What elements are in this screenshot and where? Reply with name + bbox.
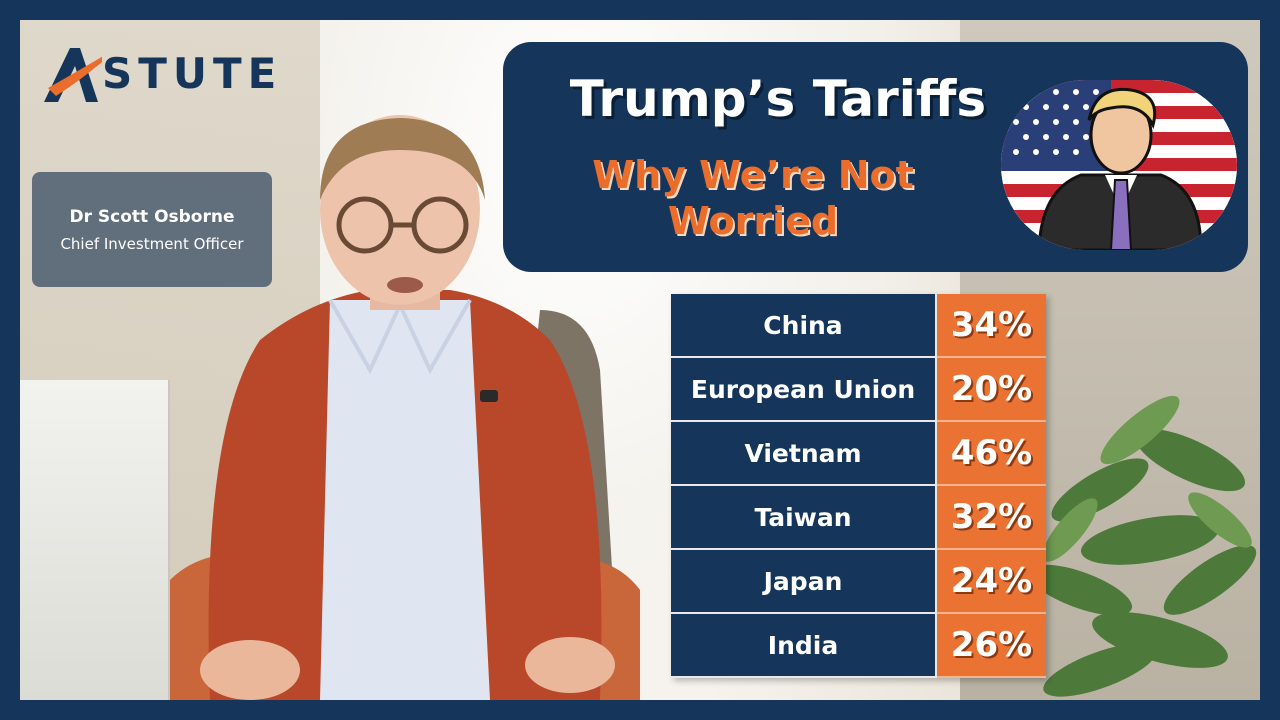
- tariff-row: European Union 20%: [671, 358, 1046, 422]
- tariff-row: China 34%: [671, 294, 1046, 358]
- tariff-rate: 26%: [937, 614, 1046, 678]
- presenter-image: [170, 115, 640, 700]
- tariff-rate: 32%: [937, 486, 1046, 550]
- astute-logo: STUTE: [40, 38, 282, 108]
- tariff-row: Japan 24%: [671, 550, 1046, 614]
- plant-image: [1040, 395, 1257, 697]
- presenter-title: Chief Investment Officer: [60, 234, 244, 253]
- tariff-table: China 34% European Union 20% Vietnam 46% Taiwa…: [671, 294, 1046, 678]
- tariff-row: India 26%: [671, 614, 1046, 678]
- presenter-name-card: Dr Scott Osborne Chief Investment Office…: [32, 172, 272, 287]
- background-cabinet: [20, 380, 170, 700]
- headline-subtitle: Why We’re Not Worried: [543, 152, 963, 244]
- presenter-name: Dr Scott Osborne: [69, 206, 235, 227]
- tariff-row: Taiwan 32%: [671, 486, 1046, 550]
- astute-a-logo-icon: [44, 48, 102, 102]
- us-flag-portrait-image: [1001, 80, 1237, 250]
- logo-text: STUTE: [102, 48, 283, 98]
- tariff-rate: 46%: [937, 422, 1046, 486]
- tariff-country: Taiwan: [671, 486, 937, 550]
- tariff-country: China: [671, 294, 937, 358]
- tariff-country: Japan: [671, 550, 937, 614]
- headline-title: Trump’s Tariffs: [569, 70, 987, 128]
- tariff-country: India: [671, 614, 937, 678]
- tariff-country: European Union: [671, 358, 937, 422]
- headline-subtitle-line1: Why We’re Not: [592, 153, 914, 197]
- tariff-country: Vietnam: [671, 422, 937, 486]
- tariff-row: Vietnam 46%: [671, 422, 1046, 486]
- headline-subtitle-line2: Worried: [667, 199, 839, 243]
- tariff-rate: 34%: [937, 294, 1046, 358]
- headline-panel: Trump’s Tariffs Why We’re Not Worried: [503, 42, 1248, 272]
- tariff-rate: 24%: [937, 550, 1046, 614]
- tariff-rate: 20%: [937, 358, 1046, 422]
